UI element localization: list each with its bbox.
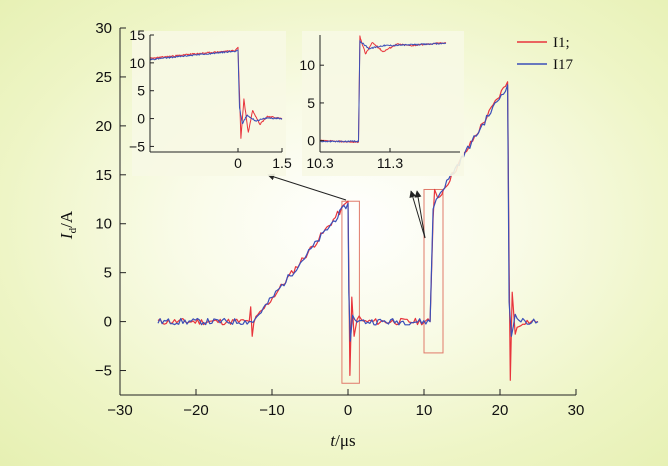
inset-left-tick-labels: 0 1.5 −5 0 5 10 15 xyxy=(129,27,292,171)
inset-left-series-lines xyxy=(149,46,283,139)
y-tick-label: 0 xyxy=(137,111,145,127)
inset-left: 0 1.5 −5 0 5 10 15 xyxy=(129,27,292,176)
arrow-to-right-inset-a xyxy=(409,190,426,239)
x-tick-label: −30 xyxy=(107,402,132,419)
main-plot-area: −30 −20 −10 0 10 20 30 −5 0 5 10 15 20 25 30 xyxy=(95,20,584,419)
y-tick-label: 0 xyxy=(104,314,112,331)
inset-right-axes xyxy=(319,35,460,153)
annotation-arrows xyxy=(267,173,426,239)
y-tick-label: 10 xyxy=(299,57,315,73)
legend: I1; I17 xyxy=(517,35,573,73)
inset-right: 10.3 11.3 0 5 10 xyxy=(299,31,464,176)
highlight-box xyxy=(341,200,360,384)
highlight-boxes xyxy=(341,188,444,384)
y-tick-label: 10 xyxy=(95,216,112,233)
series-line-i1 xyxy=(149,46,283,139)
legend-label-i17: I17 xyxy=(553,57,573,73)
x-tick-label: 30 xyxy=(568,402,585,419)
series-line-i17 xyxy=(319,40,447,143)
y-axis-title: Id/A xyxy=(57,210,79,240)
legend-label-i1: I1; xyxy=(553,35,570,51)
inset-right-series-lines xyxy=(319,35,447,144)
series-line-i17 xyxy=(157,84,539,342)
y-tick-label: 5 xyxy=(104,265,112,282)
x-tick-label: 11.3 xyxy=(377,155,403,171)
y-tick-label: 30 xyxy=(95,20,112,37)
x-tick-label: −20 xyxy=(183,402,208,419)
main-axes xyxy=(119,27,577,396)
series-line-i17 xyxy=(149,49,283,125)
x-tick-label: 0 xyxy=(234,155,242,171)
x-tick-label: 10 xyxy=(416,402,433,419)
x-tick-label: 20 xyxy=(492,402,509,419)
x-tick-label: 1.5 xyxy=(272,155,292,171)
y-tick-label: 5 xyxy=(307,95,315,111)
y-tick-label: 25 xyxy=(95,69,112,86)
main-tick-labels: −30 −20 −10 0 10 20 30 −5 0 5 10 15 20 25 30 xyxy=(95,20,584,419)
x-tick-label: −10 xyxy=(259,402,284,419)
y-tick-label: 0 xyxy=(307,133,315,149)
y-tick-label: 5 xyxy=(137,83,145,99)
y-tick-label: 20 xyxy=(95,118,112,135)
inset-right-tick-labels: 10.3 11.3 0 5 10 xyxy=(299,57,403,171)
inset-left-axes xyxy=(149,34,283,153)
x-tick-label: 0 xyxy=(344,402,352,419)
y-tick-label: 10 xyxy=(129,55,145,71)
x-tick-label: 10.3 xyxy=(306,155,333,171)
y-tick-label: −5 xyxy=(95,363,112,380)
y-tick-label: 15 xyxy=(129,27,145,43)
main-series-lines xyxy=(157,81,539,381)
y-tick-label: −5 xyxy=(129,138,145,154)
arrow-to-right-inset-b xyxy=(414,190,426,239)
x-axis-title: t/μs xyxy=(330,431,355,450)
arrow-to-left-inset xyxy=(267,173,347,201)
y-tick-label: 15 xyxy=(95,167,112,184)
highlight-box xyxy=(423,188,444,354)
